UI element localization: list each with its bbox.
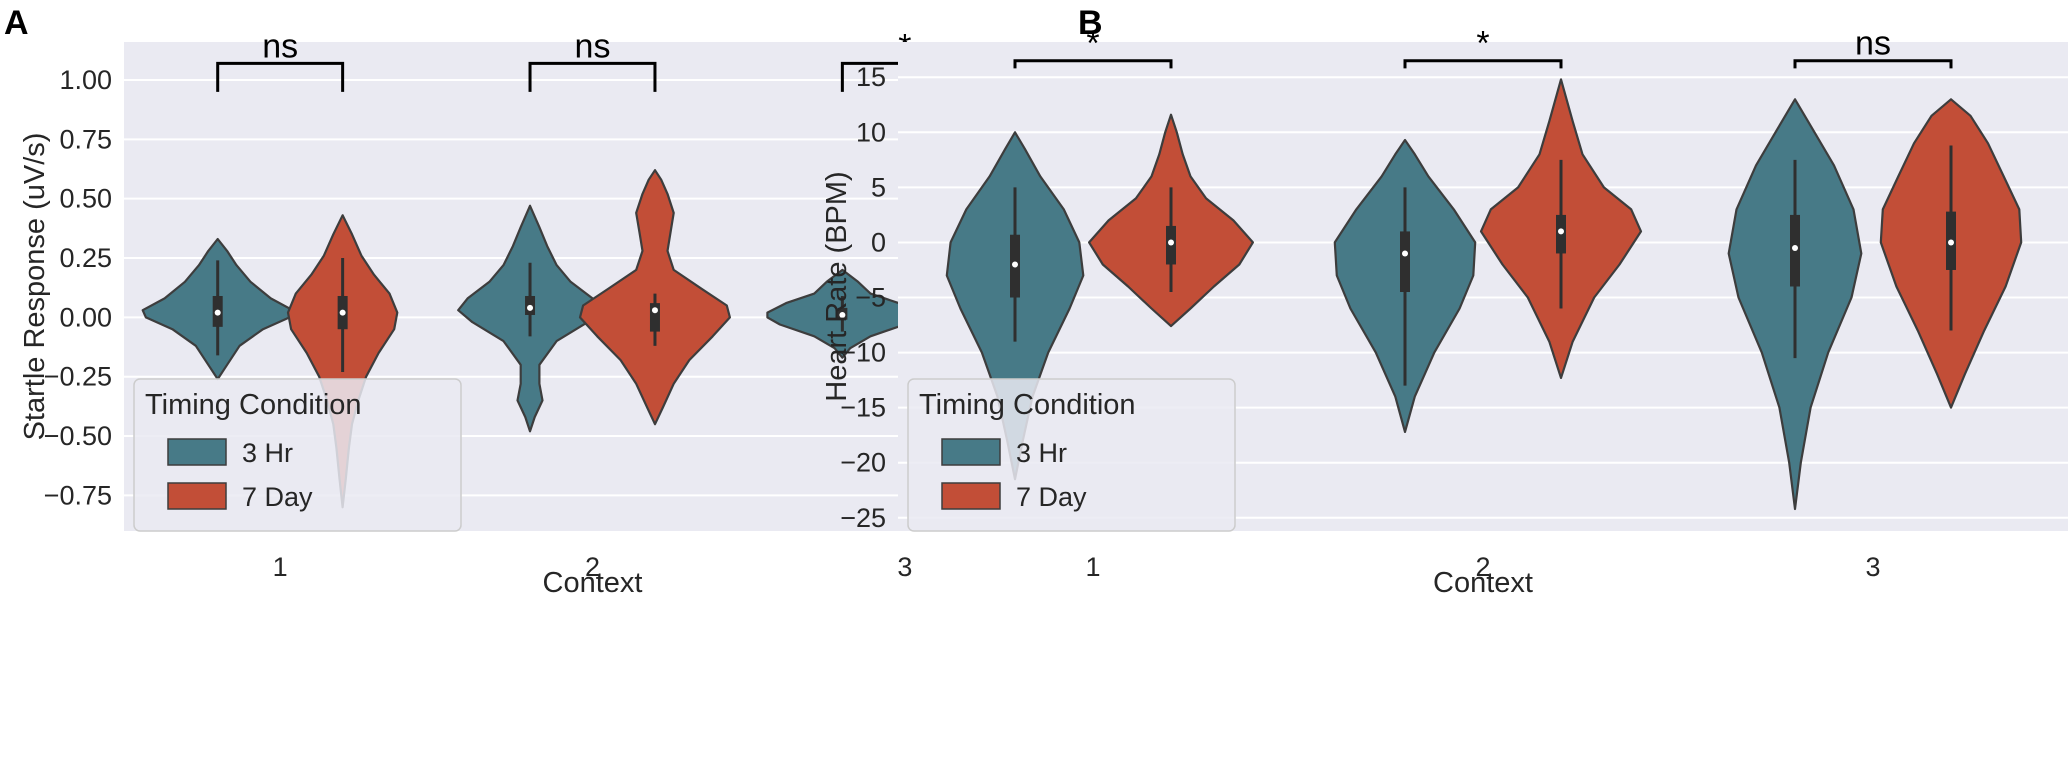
panel-label-a: A: [4, 4, 29, 42]
x-tick-label: 2: [585, 552, 600, 582]
median-dot: [1558, 228, 1564, 235]
legend: Timing Condition 3 Hr 7 Day: [907, 378, 1236, 532]
legend-title: Timing Condition: [145, 389, 362, 421]
y-tick-label: −25: [840, 503, 886, 533]
x-axis-label: Context: [1433, 567, 1533, 599]
median-dot: [339, 309, 346, 316]
y-tick-label: 10: [856, 117, 886, 147]
legend-swatch-3hr: [167, 438, 227, 466]
y-tick-label: 0: [871, 227, 886, 257]
y-tick-label: 1.00: [59, 65, 112, 95]
y-tick-label: 0.25: [59, 243, 112, 273]
significance-bracket: [1793, 59, 1953, 69]
panel-label-b: B: [1078, 4, 1103, 42]
median-dot: [214, 309, 221, 316]
legend-swatch-7day: [941, 482, 1001, 510]
y-tick-label: 0.50: [59, 184, 112, 214]
panel-b-violin-chart: 15 10 5 0 −5 −10 −15 −20 −25 1 2 3 Context Heart Rate…: [821, 25, 2068, 599]
y-tick-label: −0.50: [44, 421, 112, 451]
median-dot: [1792, 244, 1798, 251]
y-axis-label: Heart Rate (BPM): [821, 171, 853, 401]
legend-swatch-7day: [167, 482, 227, 510]
y-tick-label: −0.25: [44, 362, 112, 392]
legend-label: 7 Day: [242, 482, 313, 512]
median-dot: [651, 307, 658, 314]
y-tick-label: 0.75: [59, 124, 112, 154]
median-dot: [527, 304, 534, 311]
significance-bracket: [216, 61, 345, 92]
legend-label: 3 Hr: [1016, 438, 1067, 468]
iqr-box: [1400, 231, 1410, 293]
legend-label: 7 Day: [1016, 482, 1087, 512]
y-tick-label: −20: [840, 448, 886, 478]
legend-title: Timing Condition: [919, 389, 1136, 421]
significance-bracket: [1013, 59, 1173, 69]
y-axis-label: Startle Response (uV/s): [19, 133, 51, 441]
significance-label: ns: [262, 27, 298, 65]
significance-label: ns: [575, 27, 611, 65]
median-dot: [839, 311, 846, 318]
significance-label: *: [1086, 25, 1099, 63]
legend-swatch-3hr: [941, 438, 1001, 466]
y-tick-label: 0.00: [59, 302, 112, 332]
y-tick-label: −15: [840, 393, 886, 423]
x-axis-label: Context: [543, 567, 643, 599]
y-tick-label: 5: [871, 172, 886, 202]
legend: Timing Condition 3 Hr 7 Day: [133, 378, 462, 532]
median-dot: [1402, 250, 1408, 257]
significance-bracket: [528, 61, 657, 92]
y-tick-label: −10: [840, 338, 886, 368]
median-dot: [1948, 239, 1954, 246]
y-tick-label: 15: [856, 62, 886, 92]
x-tick-label: 1: [1085, 552, 1100, 582]
y-tick-label: −5: [855, 283, 886, 313]
iqr-box: [649, 303, 660, 332]
x-tick-label: 1: [273, 552, 288, 582]
significance-bracket: [1403, 59, 1563, 69]
x-tick-label: 2: [1475, 552, 1490, 582]
median-dot: [1012, 261, 1018, 268]
y-tick-label: −0.75: [44, 480, 112, 510]
legend-label: 3 Hr: [242, 438, 293, 468]
x-tick-label: 3: [1865, 552, 1880, 582]
x-tick-label: 3: [897, 552, 912, 582]
significance-label: *: [1476, 25, 1489, 63]
significance-label: ns: [1855, 25, 1891, 63]
median-dot: [1168, 239, 1174, 246]
